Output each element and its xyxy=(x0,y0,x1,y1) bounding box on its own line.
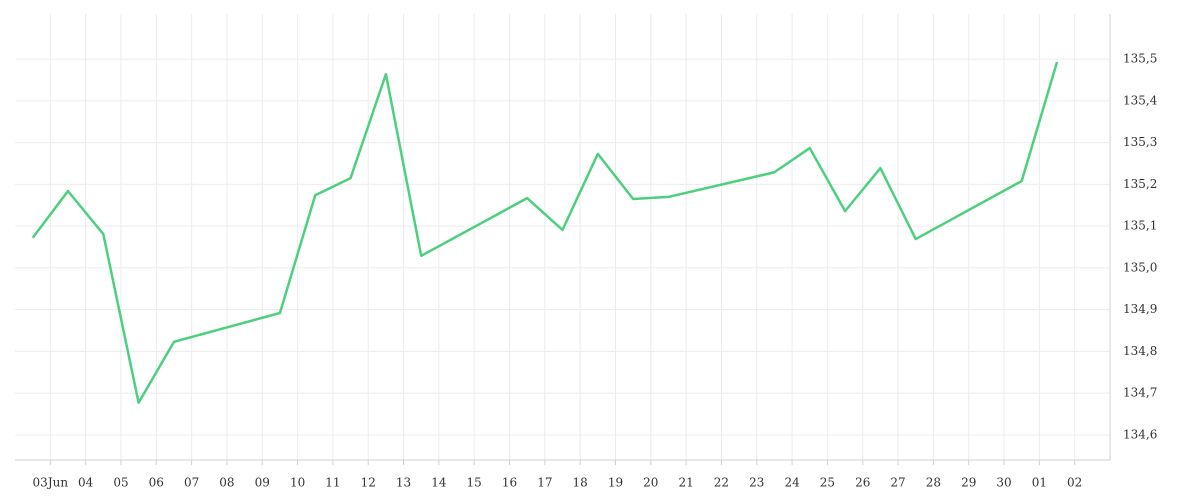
x-tick-label: 07 xyxy=(184,476,199,490)
grid: 134,6 134,7 134,8 134,9 135,0 135,1 135,2 135,3… xyxy=(15,14,1158,490)
x-tick-label: 29 xyxy=(961,476,976,490)
x-tick-label: 14 xyxy=(431,476,447,490)
x-tick-label: 10 xyxy=(290,476,305,490)
plot xyxy=(31,61,1059,405)
x-tick-label: 01 xyxy=(1032,476,1047,490)
x-tick-label: 23 xyxy=(749,476,764,490)
y-tick-label: 135,1 xyxy=(1123,219,1157,233)
x-tick-label: 24 xyxy=(784,476,800,490)
x-tick-label: 08 xyxy=(219,476,234,490)
y-tick-label: 135,3 xyxy=(1123,135,1157,149)
x-tick-label: 17 xyxy=(537,476,552,490)
x-tick-label: 28 xyxy=(926,476,941,490)
x-tick-label: 06 xyxy=(149,476,164,490)
y-tick-label: 134,8 xyxy=(1123,344,1157,358)
x-tick-label: 20 xyxy=(643,476,658,490)
x-tick-label: 15 xyxy=(467,476,482,490)
x-tick-label: 12 xyxy=(361,476,376,490)
x-tick-label: 03Jun xyxy=(33,476,69,490)
x-tick-label: 09 xyxy=(255,476,270,490)
x-tick-label: 05 xyxy=(113,476,128,490)
x-tick-label: 13 xyxy=(396,476,411,490)
y-tick-label: 134,7 xyxy=(1123,386,1157,400)
x-tick-label: 19 xyxy=(608,476,623,490)
x-tick-label: 04 xyxy=(78,476,94,490)
y-tick-label: 135,2 xyxy=(1123,177,1157,191)
x-tick-label: 18 xyxy=(573,476,588,490)
x-tick-label: 30 xyxy=(996,476,1011,490)
x-tick-label: 11 xyxy=(325,476,340,490)
y-tick-label: 134,6 xyxy=(1123,427,1157,441)
x-tick-label: 16 xyxy=(502,476,517,490)
y-tick-label: 134,9 xyxy=(1123,302,1157,316)
line xyxy=(31,61,1059,405)
y-tick-label: 135,0 xyxy=(1123,260,1157,274)
x-tick-label: 26 xyxy=(855,476,870,490)
x-tick-label: 22 xyxy=(714,476,729,490)
x-tick-label: 21 xyxy=(678,476,693,490)
y-tick-label: 135,5 xyxy=(1123,52,1157,66)
y-tick-label: 135,4 xyxy=(1123,93,1158,107)
x-tick-label: 27 xyxy=(890,476,905,490)
x-tick-label: 02 xyxy=(1067,476,1082,490)
x-tick-label: 25 xyxy=(820,476,835,490)
